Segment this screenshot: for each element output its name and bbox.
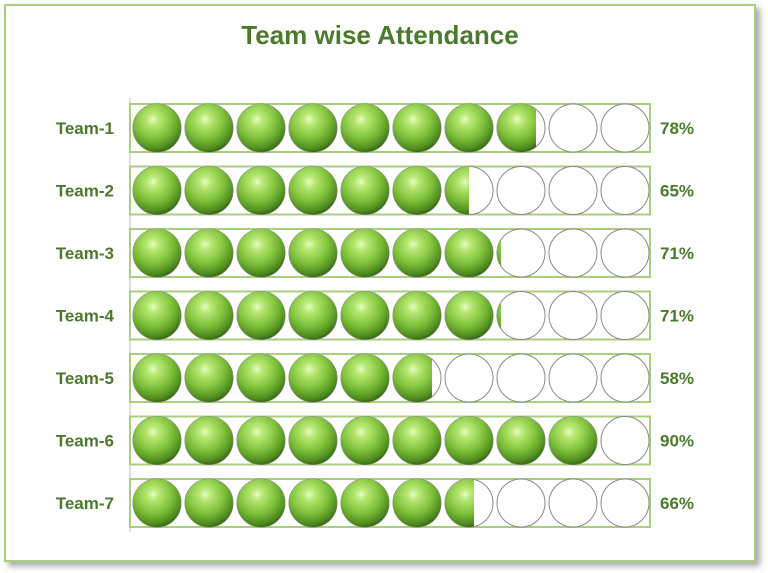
value-label: 71% [660,244,694,263]
attendance-ball [341,166,389,215]
value-label: 65% [660,182,694,201]
attendance-ball [185,291,233,340]
attendance-ball [497,416,545,465]
attendance-ball [185,354,233,402]
team-label: Team-7 [56,494,114,513]
value-label: 66% [660,494,694,513]
empty-circle [548,103,598,153]
empty-circle [600,166,650,215]
empty-circle [496,478,546,528]
attendance-ball [393,416,441,465]
attendance-ball [341,416,389,465]
attendance-ball [341,479,389,527]
attendance-ball [185,104,233,152]
attendance-ball [289,104,337,152]
attendance-ball [289,291,337,340]
team-label: Team-2 [56,182,114,201]
chart-title: Team wise Attendance [241,20,519,50]
attendance-ball [445,166,469,215]
attendance-ball [445,229,493,277]
attendance-ball [393,354,432,402]
attendance-ball [341,354,389,402]
value-label: 90% [660,432,694,451]
team-label: Team-5 [56,369,114,388]
attendance-ball [393,229,441,277]
attendance-ball [289,166,337,215]
attendance-ball [497,104,536,152]
team-label: Team-4 [56,307,115,326]
attendance-ball [133,354,181,402]
team-label: Team-6 [56,432,114,451]
attendance-ball [237,166,285,215]
empty-circle [444,353,494,403]
attendance-ball [133,166,181,215]
attendance-ball [341,291,389,340]
attendance-ball [445,416,493,465]
attendance-ball [185,166,233,215]
attendance-ball [133,416,181,465]
team-row: Team-2 65% [56,165,694,216]
empty-circle [600,103,650,153]
empty-circle [600,228,650,278]
empty-circle [496,228,546,278]
attendance-ball [237,291,285,340]
attendance-ball [237,479,285,527]
attendance-ball [445,291,493,340]
empty-circle [548,353,598,403]
team-row: Team-6 90% [56,415,694,466]
attendance-ball [549,416,597,465]
attendance-ball [237,354,285,402]
empty-circle [496,291,546,340]
team-label: Team-1 [56,119,114,138]
team-row: Team-4 71% [56,290,694,341]
attendance-ball [497,302,501,329]
empty-circle [548,478,598,528]
empty-circle [548,166,598,215]
attendance-ball [341,104,389,152]
attendance-ball [133,479,181,527]
value-label: 58% [660,369,694,388]
attendance-ball [185,229,233,277]
empty-circle [600,291,650,340]
team-row: Team-1 78% [56,103,694,153]
attendance-ball [237,104,285,152]
empty-circle [548,228,598,278]
attendance-ball [445,479,474,527]
attendance-ball [289,229,337,277]
empty-circle [496,166,546,215]
attendance-ball [497,239,501,267]
attendance-ball [185,479,233,527]
attendance-ball [133,104,181,152]
attendance-ball [341,229,389,277]
attendance-ball [445,104,493,152]
empty-circle [548,291,598,340]
attendance-ball [185,416,233,465]
team-label: Team-3 [56,244,114,263]
attendance-ball [237,416,285,465]
value-label: 71% [660,307,694,326]
attendance-ball [289,354,337,402]
attendance-ball [393,291,441,340]
chart-frame [4,4,756,562]
attendance-ball [133,229,181,277]
empty-circle [600,416,650,465]
empty-circle [496,353,546,403]
empty-circle [600,478,650,528]
attendance-ball [393,166,441,215]
attendance-ball [237,229,285,277]
team-row: Team-7 66% [56,478,694,528]
empty-circle [600,353,650,403]
attendance-ball [393,104,441,152]
attendance-ball [289,479,337,527]
attendance-ball [393,479,441,527]
team-row: Team-3 71% [56,228,694,278]
attendance-ball [289,416,337,465]
value-label: 78% [660,119,694,138]
attendance-ball [133,291,181,340]
team-row: Team-5 58% [56,353,694,403]
